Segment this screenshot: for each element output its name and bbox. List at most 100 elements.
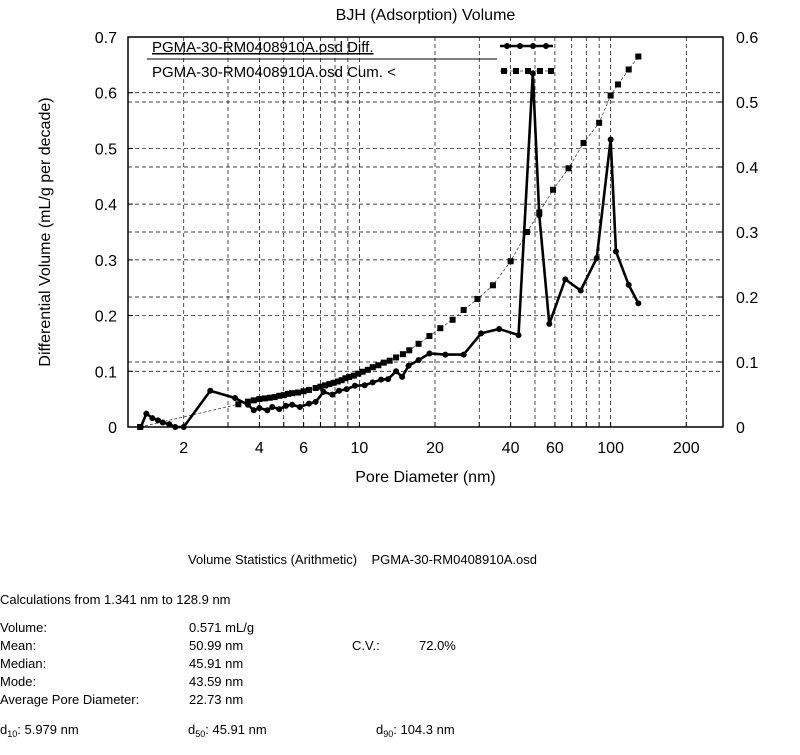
legend-diff-marker: [543, 43, 549, 49]
cumulative-point: [399, 351, 406, 358]
x-tick-label: 6: [299, 440, 308, 457]
differential-point: [369, 379, 376, 386]
cumulative-point: [426, 333, 433, 339]
differential-point: [612, 248, 619, 255]
x-tick-label: 200: [673, 440, 700, 457]
y2-tick-label: 0.1: [736, 355, 758, 372]
differential-point: [282, 402, 289, 409]
y-tick-label: 0.4: [95, 197, 117, 214]
d90-prefix: d: [376, 722, 384, 737]
cumulative-point: [474, 295, 481, 302]
series-layer: [137, 53, 642, 430]
bjh-volume-chart: 2 4 6 10 20 40 60 100 200 0 0.1 0.2 0.3 0.4 0.5 0.6 0.7 0…: [37, 7, 759, 486]
cumulative-point: [326, 381, 333, 388]
differential-point: [546, 320, 553, 327]
legend-cum-marker: [513, 68, 519, 74]
differential-point: [442, 351, 449, 358]
cumulative-point: [596, 119, 603, 126]
differential-point: [320, 388, 327, 395]
y2-tick-label: 0.4: [736, 160, 758, 177]
cumulative-point: [380, 359, 387, 366]
differential-series-line: [139, 71, 640, 429]
cumulative-point: [342, 375, 349, 382]
x-tick-label: 2: [179, 440, 188, 457]
cumulative-point: [635, 53, 642, 60]
cumulative-point: [271, 394, 278, 401]
cumulative-point: [607, 92, 614, 99]
cumulative-point: [507, 258, 514, 265]
avg-pore-diameter-label: Average Pore Diameter:: [0, 692, 140, 707]
cumulative-point: [386, 357, 393, 364]
legend-cum-marker: [525, 68, 531, 74]
differential-point: [312, 398, 319, 405]
y-tick-label: 0.7: [95, 30, 117, 47]
differential-point: [536, 212, 543, 219]
cumulative-point: [615, 81, 622, 88]
axis-ticks: 2 4 6 10 20 40 60 100 200 0 0.1 0.2 0.3 0.4 0.5 0.6 0.7 0…: [95, 30, 759, 457]
d10-prefix: d: [0, 722, 8, 737]
differential-point: [426, 350, 433, 357]
legend-cum-marker: [501, 68, 507, 74]
cumulative-point: [350, 372, 357, 379]
differential-point: [496, 325, 503, 332]
x-tick-label: 4: [255, 440, 264, 457]
cumulative-point: [276, 392, 283, 399]
cumulative-point: [359, 368, 366, 375]
cumulative-point: [338, 377, 345, 384]
median-value: 45.91 nm: [189, 656, 244, 671]
cumulative-point: [406, 347, 413, 354]
cumulative-point: [250, 397, 257, 404]
median-label: Median:: [0, 656, 47, 671]
differential-point: [361, 382, 368, 389]
cumulative-point: [317, 383, 324, 390]
legend-diff-marker: [504, 43, 510, 49]
cumulative-point: [355, 370, 362, 377]
x-tick-label: 20: [426, 440, 444, 457]
differential-point: [143, 410, 150, 417]
differential-point: [607, 136, 614, 143]
cumulative-point: [346, 373, 353, 380]
cumulative-point: [322, 382, 329, 389]
d50-prefix: d: [188, 722, 196, 737]
d50-value: : 45.91 nm: [205, 722, 267, 737]
differential-point: [385, 376, 392, 383]
d90-stat: d90: 104.3 nm: [376, 721, 455, 739]
differential-point: [269, 403, 276, 410]
x-axis-label: Pore Diameter (nm): [355, 469, 495, 486]
y-tick-label: 0.2: [95, 309, 117, 326]
cumulative-point: [625, 66, 632, 73]
differential-point: [166, 421, 173, 428]
cumulative-point: [375, 362, 382, 369]
d90-subscript: 90: [383, 729, 394, 739]
d90-value: : 104.3 nm: [393, 722, 455, 737]
cumulative-point: [289, 390, 296, 397]
stats-heading-prefix: Volume Statistics (Arithmetic): [188, 552, 358, 567]
x-tick-label: 60: [546, 440, 564, 457]
cumulative-point: [261, 395, 268, 402]
differential-point: [329, 391, 336, 398]
cumulative-point: [415, 340, 422, 347]
grid-lines: [128, 36, 723, 427]
x-tick-label: 40: [502, 440, 520, 457]
d50-stat: d50: 45.91 nm: [188, 721, 267, 739]
volume-value: 0.571 mL/g: [189, 620, 255, 635]
legend-cum-label: PGMA-30-RM0408910A.osd Cum. <: [152, 64, 396, 81]
differential-point: [415, 357, 422, 364]
differential-point: [378, 376, 385, 383]
mean-value: 50.99 nm: [189, 638, 244, 653]
x-tick-label: 10: [350, 440, 368, 457]
mode-label: Mode:: [0, 674, 37, 689]
cumulative-point: [449, 316, 456, 323]
differential-point: [244, 401, 251, 408]
y2-tick-label: 0.6: [736, 30, 758, 47]
cumulative-point: [280, 392, 287, 399]
differential-point: [478, 330, 485, 337]
y2-tick-label: 0.3: [736, 225, 758, 242]
cumulative-point: [524, 229, 531, 235]
y-tick-label: 0.3: [95, 253, 117, 270]
cumulative-point: [295, 389, 302, 396]
legend-diff-label: PGMA-30-RM0408910A.osd Diff.: [152, 39, 374, 56]
differential-point: [207, 387, 214, 394]
legend-diff-marker: [517, 43, 523, 49]
